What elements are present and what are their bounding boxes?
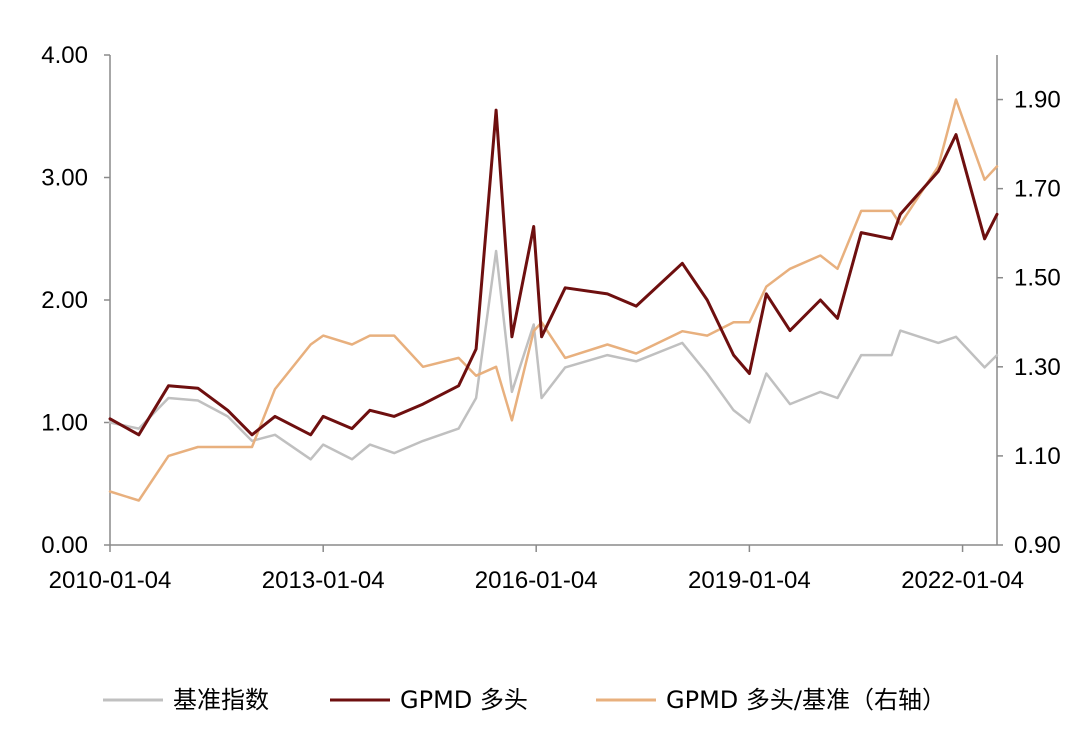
y-right-tick-label: 1.50 [1014, 265, 1061, 292]
y-right-tick-label: 1.70 [1014, 176, 1061, 203]
x-tick-label: 2010-01-04 [49, 567, 172, 594]
y-right-tick-label: 1.10 [1014, 443, 1061, 470]
series-layer [108, 98, 999, 502]
series-line-gpmd-long [108, 108, 999, 437]
y-left-tick-label: 0.00 [41, 532, 88, 559]
legend-label-gpmd-long-over-benchmark: GPMD 多头/基准（右轴） [666, 686, 946, 714]
x-tick-label: 2022-01-04 [901, 567, 1024, 594]
chart-axes: 0.00 1.00 2.00 3.00 4.00 0.90 1.10 1.30 1.50 1.70… [41, 42, 1060, 594]
x-tick-label: 2013-01-04 [262, 567, 385, 594]
y-right-tick-label: 1.90 [1014, 87, 1061, 114]
y-left-tick-label: 2.00 [41, 287, 88, 314]
y-right-tick-label: 1.30 [1014, 354, 1061, 381]
y-left-tick-label: 1.00 [41, 410, 88, 437]
legend-label-gpmd-long: GPMD 多头 [400, 686, 528, 714]
y-left-tick-label: 4.00 [41, 42, 88, 69]
chart-legend: 基准指数 GPMD 多头 GPMD 多头/基准（右轴） [103, 686, 946, 714]
y-right-tick-label: 0.90 [1014, 532, 1061, 559]
series-line-gpmd-long-over-benchmark [108, 98, 999, 502]
legend-label-benchmark-index: 基准指数 [173, 686, 269, 714]
y-left-tick-label: 3.00 [41, 165, 88, 192]
series-line-benchmark-index [108, 249, 999, 461]
x-tick-label: 2016-01-04 [475, 567, 598, 594]
x-tick-label: 2019-01-04 [688, 567, 811, 594]
